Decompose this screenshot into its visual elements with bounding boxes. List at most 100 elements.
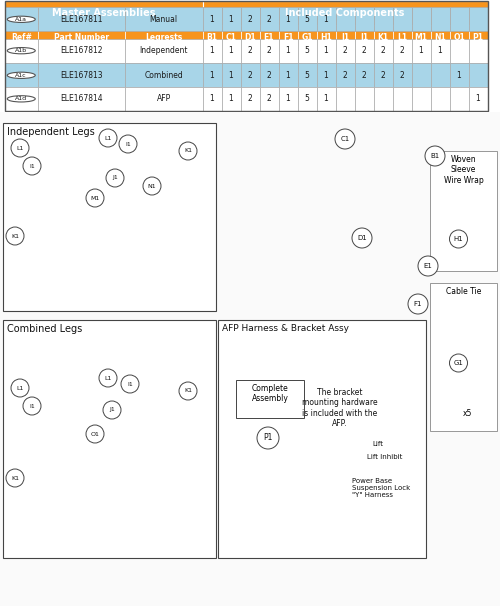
- Text: 1: 1: [286, 15, 290, 24]
- Text: Ref#: Ref#: [11, 33, 32, 42]
- Text: L1: L1: [16, 385, 24, 390]
- Text: N1: N1: [434, 33, 446, 42]
- Bar: [298, 25, 316, 50]
- Bar: [202, 87, 222, 111]
- Text: B1: B1: [206, 33, 218, 42]
- Text: Combined Legs: Combined Legs: [7, 324, 82, 334]
- Bar: [38, 87, 125, 111]
- Text: 1: 1: [418, 46, 424, 55]
- Text: 2: 2: [362, 46, 366, 55]
- Text: 1: 1: [456, 71, 462, 80]
- Text: 1: 1: [210, 15, 214, 24]
- Bar: [412, 7, 430, 32]
- Text: K1: K1: [11, 476, 19, 481]
- Text: 1: 1: [286, 46, 290, 55]
- Text: 1: 1: [210, 46, 214, 55]
- Bar: [374, 39, 392, 62]
- Text: Master Assemblies: Master Assemblies: [52, 8, 156, 18]
- Bar: [374, 7, 392, 32]
- Circle shape: [6, 469, 24, 487]
- Text: K1: K1: [184, 388, 192, 393]
- Text: G1: G1: [302, 33, 313, 42]
- Bar: [38, 63, 125, 87]
- Text: 2: 2: [266, 46, 272, 55]
- Bar: [202, 7, 222, 32]
- Text: I1: I1: [127, 382, 133, 387]
- Text: Included Components: Included Components: [286, 8, 405, 18]
- Bar: [450, 63, 468, 87]
- Bar: [430, 39, 450, 62]
- Bar: [5, 25, 38, 50]
- Text: Lift Inhibit: Lift Inhibit: [367, 454, 402, 460]
- Bar: [412, 87, 430, 111]
- Text: 2: 2: [248, 95, 252, 104]
- Text: ELE167811: ELE167811: [60, 15, 102, 24]
- Bar: [5, 87, 38, 111]
- Bar: [468, 7, 487, 32]
- Bar: [354, 7, 374, 32]
- Text: Power Base
Suspension Lock
"Y" Harness: Power Base Suspension Lock "Y" Harness: [352, 478, 410, 498]
- Bar: [202, 25, 222, 50]
- Bar: [240, 7, 260, 32]
- Text: Lift: Lift: [372, 441, 383, 447]
- Bar: [125, 87, 202, 111]
- Text: A1a: A1a: [15, 17, 27, 22]
- Bar: [38, 39, 125, 62]
- Bar: [392, 87, 411, 111]
- Circle shape: [7, 16, 35, 22]
- Bar: [38, 7, 125, 32]
- Text: I1: I1: [125, 141, 131, 147]
- Bar: [450, 87, 468, 111]
- Bar: [278, 7, 297, 32]
- Circle shape: [86, 425, 104, 443]
- Text: 1: 1: [324, 46, 328, 55]
- Bar: [278, 39, 297, 62]
- Text: H1: H1: [454, 236, 464, 242]
- Bar: [412, 39, 430, 62]
- Bar: [222, 25, 240, 50]
- Circle shape: [408, 294, 428, 314]
- Circle shape: [179, 382, 197, 400]
- Bar: [222, 39, 240, 62]
- Text: Part Number: Part Number: [54, 33, 109, 42]
- Text: A1c: A1c: [16, 73, 27, 78]
- Text: 1: 1: [210, 71, 214, 80]
- Text: L1: L1: [104, 376, 112, 381]
- Text: ELE167812: ELE167812: [60, 46, 102, 55]
- Text: 2: 2: [380, 71, 386, 80]
- Text: 5: 5: [304, 15, 310, 24]
- Text: Woven
Sleeve
Wire Wrap: Woven Sleeve Wire Wrap: [444, 155, 484, 185]
- Bar: [260, 25, 278, 50]
- Text: H1: H1: [320, 33, 332, 42]
- Bar: [298, 87, 316, 111]
- Text: 1: 1: [324, 71, 328, 80]
- Text: P1: P1: [264, 433, 272, 442]
- Text: 1: 1: [438, 46, 442, 55]
- Bar: [316, 7, 336, 32]
- Bar: [430, 25, 450, 50]
- Text: I1: I1: [29, 404, 35, 408]
- Bar: [430, 63, 450, 87]
- Text: G1: G1: [454, 360, 464, 366]
- Circle shape: [7, 72, 35, 78]
- Text: I1: I1: [29, 164, 35, 168]
- Bar: [336, 87, 354, 111]
- Circle shape: [418, 256, 438, 276]
- Text: M1: M1: [90, 196, 100, 201]
- Bar: [468, 25, 487, 50]
- Text: 2: 2: [248, 46, 252, 55]
- Bar: [354, 87, 374, 111]
- Bar: [3, 123, 216, 311]
- Bar: [392, 39, 411, 62]
- Bar: [202, 1, 488, 25]
- Text: 1: 1: [324, 95, 328, 104]
- Text: Manual: Manual: [150, 15, 178, 24]
- Text: O1: O1: [90, 431, 100, 436]
- Text: Legrests: Legrests: [145, 33, 182, 42]
- Text: A1d: A1d: [15, 96, 28, 101]
- Bar: [316, 25, 336, 50]
- Text: 2: 2: [266, 71, 272, 80]
- Text: Cable Tie: Cable Tie: [446, 287, 481, 296]
- Text: 2: 2: [380, 46, 386, 55]
- Circle shape: [23, 157, 41, 175]
